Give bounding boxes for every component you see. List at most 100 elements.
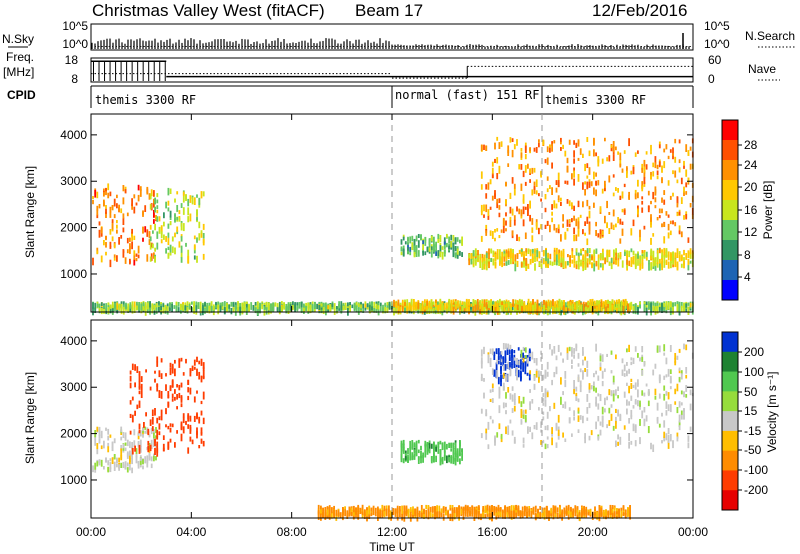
power-cell <box>553 251 556 260</box>
power-cell <box>494 301 497 307</box>
velocity-cell <box>562 391 564 396</box>
nsearch-tick-top: 10^5 <box>704 19 730 33</box>
power-cell <box>483 204 485 212</box>
velocity-cell <box>630 357 633 361</box>
velocity-cell <box>414 508 417 514</box>
power-cell <box>228 304 231 309</box>
velocity-cell <box>486 507 489 515</box>
power-cell <box>435 305 437 310</box>
power-cell <box>239 306 242 314</box>
power-cell <box>661 208 663 214</box>
cpid-segment-3: themis 3300 RF <box>545 93 646 107</box>
velocity-cell <box>683 391 685 398</box>
power-cell <box>171 246 174 253</box>
power-cell <box>153 210 155 218</box>
power-cell <box>687 177 690 183</box>
velocity-cell <box>139 455 142 459</box>
velocity-cell <box>120 455 123 461</box>
power-cell <box>522 206 525 215</box>
power-cell <box>518 164 521 170</box>
power-cell <box>529 168 531 174</box>
velocity-cell <box>658 423 661 428</box>
cpid-segment-1: themis 3300 RF <box>95 93 196 107</box>
power-cell <box>575 234 578 242</box>
power-cell <box>676 252 679 258</box>
power-cell <box>472 253 475 260</box>
power-cell <box>196 194 198 198</box>
velocity-cell <box>579 368 582 373</box>
power-cell <box>626 263 628 269</box>
power-cell <box>621 191 624 199</box>
power-cell <box>107 192 110 199</box>
velocity-cell <box>131 363 134 370</box>
power-cell <box>171 303 173 312</box>
power-cell <box>329 305 332 312</box>
power-cell <box>613 257 615 262</box>
power-cell <box>165 248 167 254</box>
power-cell <box>588 248 591 254</box>
velocity-cell <box>643 392 646 397</box>
velocity-cell <box>544 399 547 407</box>
velocity-cell <box>495 512 498 520</box>
power-cell <box>499 249 501 255</box>
velocity-cell <box>401 505 403 511</box>
velocity-cell <box>458 511 460 516</box>
power-feature-4 <box>400 233 463 260</box>
power-cell <box>420 234 422 241</box>
power-cell <box>573 205 575 211</box>
power-cell <box>204 307 206 314</box>
power-cell <box>195 301 198 305</box>
power-cell <box>674 302 677 307</box>
velocity-cell <box>634 382 637 390</box>
power-cell <box>647 206 650 210</box>
power-cell <box>105 251 107 256</box>
power-cell <box>591 298 594 304</box>
power-cell <box>678 301 681 306</box>
velocity-cell <box>641 346 644 353</box>
velocity-cell <box>189 436 192 442</box>
velocity-cell <box>521 511 524 517</box>
power-cell <box>599 234 602 239</box>
power-cell <box>177 307 180 312</box>
velocity-cell <box>136 404 139 410</box>
power-cell <box>647 190 650 196</box>
power-cell <box>174 247 176 255</box>
velocity-cell <box>153 429 155 434</box>
power-cell <box>650 220 652 228</box>
velocity-cell <box>502 382 505 391</box>
velocity-cell <box>528 353 531 362</box>
velocity-cell <box>390 513 392 521</box>
power-cell <box>187 216 190 223</box>
velocity-cell <box>383 510 386 518</box>
power-cell <box>169 302 171 307</box>
velocity-cell <box>317 509 320 514</box>
velocity-cell <box>665 401 668 409</box>
y-tick-label: 2000 <box>60 221 87 235</box>
power-cell <box>415 246 418 255</box>
power-cell <box>650 248 653 256</box>
power-cell <box>676 248 679 255</box>
power-cell <box>669 307 672 316</box>
power-cell <box>582 182 584 190</box>
velocity-cell <box>555 366 558 375</box>
velocity-cell <box>107 442 110 448</box>
velocity-cell <box>462 508 465 512</box>
y-tick-label: 4000 <box>60 128 87 142</box>
velocity-cell <box>140 376 143 382</box>
velocity-cell <box>96 461 99 467</box>
power-cell <box>532 304 534 308</box>
power-cell <box>678 167 681 173</box>
power-cell <box>516 253 519 259</box>
power-cell <box>639 304 641 309</box>
velocity-cell <box>174 368 176 377</box>
velocity-cell <box>381 510 384 517</box>
velocity-cell <box>480 349 483 357</box>
freq-bars <box>91 60 693 81</box>
power-cell <box>676 301 679 306</box>
velocity-cell <box>544 369 547 375</box>
power-cell <box>452 235 455 242</box>
power-cell <box>461 301 464 306</box>
velocity-cell <box>160 358 163 363</box>
power-cell <box>540 263 543 269</box>
power-cell <box>661 197 663 203</box>
